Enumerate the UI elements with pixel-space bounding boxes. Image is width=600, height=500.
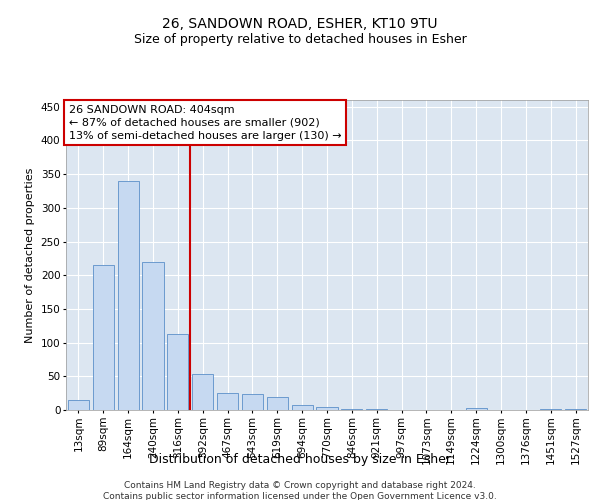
Text: Distribution of detached houses by size in Esher: Distribution of detached houses by size … bbox=[149, 452, 451, 466]
Bar bbox=[118, 181, 139, 410]
Bar bbox=[167, 334, 188, 410]
Bar bbox=[93, 265, 114, 410]
Bar bbox=[267, 397, 288, 410]
Bar bbox=[217, 393, 238, 410]
Text: Contains public sector information licensed under the Open Government Licence v3: Contains public sector information licen… bbox=[103, 492, 497, 500]
Text: 26 SANDOWN ROAD: 404sqm
← 87% of detached houses are smaller (902)
13% of semi-d: 26 SANDOWN ROAD: 404sqm ← 87% of detache… bbox=[68, 104, 341, 141]
Bar bbox=[242, 394, 263, 410]
Text: 26, SANDOWN ROAD, ESHER, KT10 9TU: 26, SANDOWN ROAD, ESHER, KT10 9TU bbox=[162, 18, 438, 32]
Text: Size of property relative to detached houses in Esher: Size of property relative to detached ho… bbox=[134, 32, 466, 46]
Y-axis label: Number of detached properties: Number of detached properties bbox=[25, 168, 35, 342]
Bar bbox=[142, 262, 164, 410]
Bar bbox=[466, 408, 487, 410]
Bar bbox=[316, 406, 338, 410]
Text: Contains HM Land Registry data © Crown copyright and database right 2024.: Contains HM Land Registry data © Crown c… bbox=[124, 481, 476, 490]
Bar bbox=[292, 404, 313, 410]
Bar bbox=[68, 400, 89, 410]
Bar bbox=[565, 408, 586, 410]
Bar bbox=[192, 374, 213, 410]
Bar bbox=[540, 408, 561, 410]
